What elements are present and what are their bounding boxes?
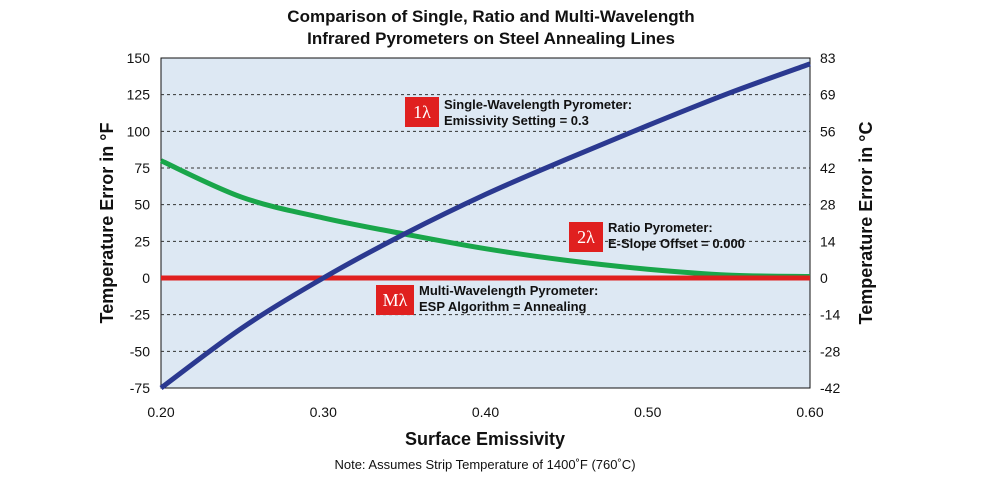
x-tick-2: 0.40 bbox=[472, 404, 499, 420]
annotation-multi-line2: ESP Algorithm = Annealing bbox=[419, 299, 587, 314]
y-axis-left-ticks: 150 125 100 75 50 25 0 -25 -50 -75 bbox=[127, 50, 151, 396]
series-layer bbox=[159, 61, 811, 391]
x-tick-4: 0.60 bbox=[796, 404, 823, 420]
y-tick-right-5: 14 bbox=[820, 233, 836, 249]
badge-2-lambda bbox=[569, 222, 603, 252]
badge-m-lambda bbox=[376, 285, 414, 315]
y-tick-right-2: 56 bbox=[820, 123, 836, 139]
y-tick-left-8: -50 bbox=[130, 343, 150, 359]
annotation-ratio: 2λ Ratio Pyrometer: E-Slope Offset = 0.0… bbox=[569, 220, 745, 252]
y-tick-left-9: -75 bbox=[130, 380, 150, 396]
series-ratio-line bbox=[159, 158, 811, 279]
y-tick-left-2: 100 bbox=[127, 123, 151, 139]
chart-title-line1: Comparison of Single, Ratio and Multi-Wa… bbox=[287, 7, 694, 26]
y-tick-left-5: 25 bbox=[134, 233, 150, 249]
annotation-multi-line1: Multi-Wavelength Pyrometer: bbox=[419, 283, 598, 298]
y-tick-left-7: -25 bbox=[130, 307, 150, 323]
y-tick-left-0: 150 bbox=[127, 50, 151, 66]
y-tick-left-4: 50 bbox=[134, 197, 150, 213]
x-axis-title: Surface Emissivity bbox=[405, 429, 565, 449]
y-tick-right-6: 0 bbox=[820, 270, 828, 286]
x-tick-3: 0.50 bbox=[634, 404, 661, 420]
badge-m-lambda-text: Mλ bbox=[383, 290, 408, 310]
y-tick-right-3: 42 bbox=[820, 160, 836, 176]
series-single-wavelength-line bbox=[159, 61, 811, 391]
badge-1-lambda bbox=[405, 97, 439, 127]
x-tick-0: 0.20 bbox=[147, 404, 174, 420]
y-axis-left-title: Temperature Error in °F bbox=[97, 123, 117, 324]
annotation-multi-wavelength: Mλ Multi-Wavelength Pyrometer: ESP Algor… bbox=[376, 283, 598, 315]
y-axis-right-ticks: 83 69 56 42 28 14 0 -14 -28 -42 bbox=[820, 50, 840, 396]
y-tick-right-9: -42 bbox=[820, 380, 840, 396]
badge-2-lambda-text: 2λ bbox=[577, 227, 595, 247]
y-tick-left-3: 75 bbox=[134, 160, 150, 176]
annotation-single-line1: Single-Wavelength Pyrometer: bbox=[444, 97, 632, 112]
badge-1-lambda-text: 1λ bbox=[413, 102, 431, 122]
y-tick-left-6: 0 bbox=[142, 270, 150, 286]
y-tick-right-7: -14 bbox=[820, 307, 840, 323]
plot-area bbox=[160, 57, 811, 389]
y-tick-right-1: 69 bbox=[820, 87, 836, 103]
y-tick-right-8: -28 bbox=[820, 343, 840, 359]
x-axis-ticks: 0.20 0.30 0.40 0.50 0.60 bbox=[147, 404, 823, 420]
chart-title-line2: Infrared Pyrometers on Steel Annealing L… bbox=[307, 29, 675, 48]
y-tick-right-4: 28 bbox=[820, 197, 836, 213]
y-tick-right-0: 83 bbox=[820, 50, 836, 66]
footnote: Note: Assumes Strip Temperature of 1400˚… bbox=[334, 457, 635, 472]
annotation-ratio-line2: E-Slope Offset = 0.000 bbox=[608, 236, 745, 251]
annotation-ratio-line1: Ratio Pyrometer: bbox=[608, 220, 713, 235]
y-tick-left-1: 125 bbox=[127, 87, 151, 103]
x-tick-1: 0.30 bbox=[310, 404, 337, 420]
annotation-single-wavelength: 1λ Single-Wavelength Pyrometer: Emissivi… bbox=[405, 97, 632, 128]
annotation-single-line2: Emissivity Setting = 0.3 bbox=[444, 113, 589, 128]
y-axis-right-title: Temperature Error in °C bbox=[856, 122, 876, 325]
